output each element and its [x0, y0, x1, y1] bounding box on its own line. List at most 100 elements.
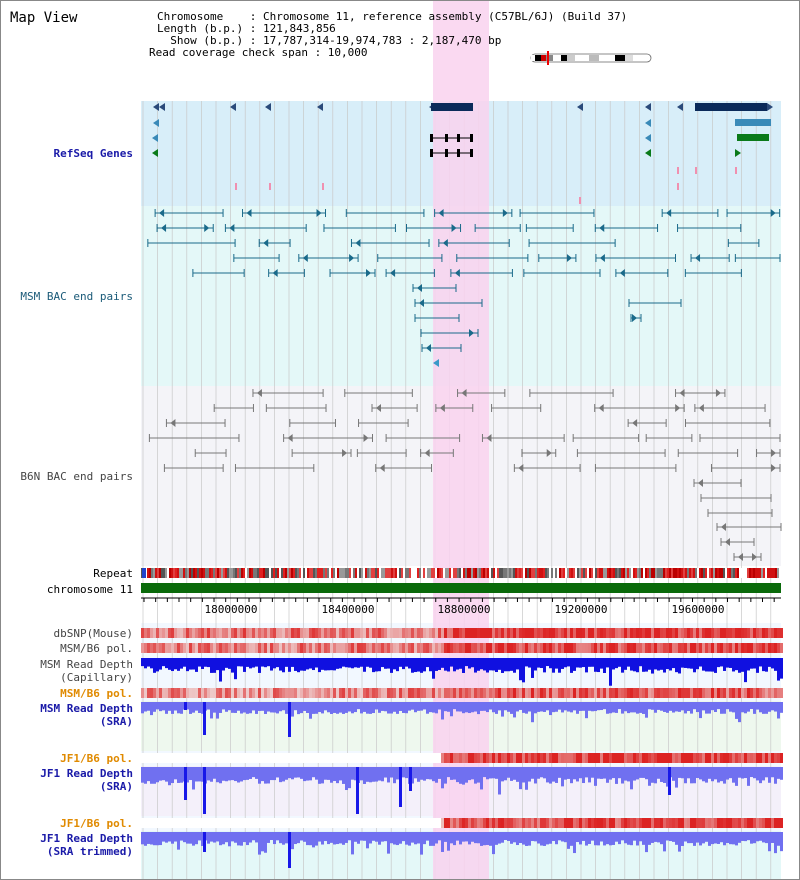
jf1-trim-depth: [393, 832, 396, 845]
msm-b6-pol-heat: [705, 643, 708, 653]
jf1-sra-depth: [150, 767, 153, 784]
msm-b6-pol-heat: [435, 643, 438, 653]
msm-sra-depth: [342, 702, 345, 714]
dbsnp-heat: [312, 628, 315, 638]
b6n-bac-pair: [379, 464, 385, 472]
dbsnp-heat: [339, 628, 342, 638]
msm-b6-pol-heat: [567, 643, 570, 653]
msm-sra-depth: [639, 702, 642, 713]
msm-capillary-depth: [507, 658, 510, 672]
jf1-sra-depth: [720, 767, 723, 782]
dbsnp-heat: [609, 628, 612, 638]
jf1-trim-depth: [360, 832, 363, 841]
jf1-b6-pol-heat: [693, 753, 696, 763]
msm-b6-pol-heat: [507, 643, 510, 653]
msm-sra-depth: [309, 702, 312, 719]
track-label-repeat: Repeat: [93, 567, 133, 580]
jf1-b6-pol-heat: [618, 753, 621, 763]
repeat-segment: [603, 568, 605, 578]
msm-sra-depth: [306, 702, 309, 714]
jf1-b6-pol-heat: [495, 753, 498, 763]
jf1-trim-depth: [372, 832, 375, 841]
repeat-segment: [513, 568, 515, 578]
repeat-segment: [419, 568, 421, 578]
jf1-sra-depth: [396, 767, 399, 780]
msm-b6-pol-heat: [660, 688, 663, 698]
repeat-segment: [233, 568, 235, 578]
track-label-b6n-bac[interactable]: B6N BAC end pairs: [20, 470, 133, 483]
msm-sra-depth: [507, 702, 510, 712]
msm-b6-pol-heat: [324, 643, 327, 653]
jf1-b6-pol-heat: [207, 818, 210, 828]
track-label-msm-bac[interactable]: MSM BAC end pairs: [20, 290, 133, 303]
jf1-b6-pol-heat: [711, 753, 714, 763]
jf1-b6-pol-heat: [324, 818, 327, 828]
repeat-segment: [527, 568, 529, 578]
jf1-b6-pol-heat: [504, 753, 507, 763]
jf1-trim-depth: [198, 832, 201, 841]
msm-capillary-depth: [213, 658, 216, 673]
jf1-b6-pol-heat: [642, 818, 645, 828]
jf1-b6-pol-heat: [621, 818, 624, 828]
repeat-segment: [705, 568, 707, 578]
msm-capillary-depth: [747, 658, 750, 671]
repeat-segment: [671, 568, 673, 578]
msm-capillary-depth: [738, 658, 741, 673]
jf1-b6-pol-heat: [270, 818, 273, 828]
dbsnp-heat: [567, 628, 570, 638]
msm-b6-pol-heat: [399, 643, 402, 653]
jf1-b6-pol-heat: [624, 818, 627, 828]
repeat-segment: [293, 568, 295, 578]
msm-b6-pol-heat: [291, 643, 294, 653]
dbsnp-heat: [246, 628, 249, 638]
msm-b6-pol-heat: [432, 643, 435, 653]
msm-sra-depth: [717, 702, 720, 710]
refseq-exon: [430, 149, 433, 157]
jf1-trim-depth: [252, 832, 255, 841]
jf1-b6-pol-heat: [237, 818, 240, 828]
msm-b6-pol-heat: [669, 643, 672, 653]
jf1-b6-pol-heat: [429, 753, 432, 763]
repeat-segment: [551, 568, 553, 578]
jf1-b6-pol-heat: [738, 818, 741, 828]
refseq-gene: [159, 103, 165, 111]
jf1-b6-pol-heat: [336, 753, 339, 763]
repeat-segment: [281, 568, 283, 578]
msm-capillary-depth: [570, 658, 573, 673]
jf1-b6-pol-heat: [729, 818, 732, 828]
jf1-b6-pol-heat: [168, 753, 171, 763]
jf1-b6-pol-heat: [756, 753, 759, 763]
jf1-b6-pol-heat: [555, 753, 558, 763]
msm-b6-pol-heat: [546, 643, 549, 653]
msm-capillary-depth: [624, 658, 627, 670]
track-label-refseq[interactable]: RefSeq Genes: [53, 147, 133, 160]
jf1-sra-depth: [594, 767, 597, 786]
msm-sra-depth: [444, 702, 447, 712]
jf1-b6-pol-heat: [450, 753, 453, 763]
msm-capillary-depth: [714, 658, 717, 673]
msm-b6-pol-heat: [219, 688, 222, 698]
msm-capillary-depth: [237, 658, 240, 667]
repeat-segment: [771, 568, 773, 578]
repeat-segment: [261, 568, 263, 578]
jf1-b6-pol-heat: [699, 753, 702, 763]
jf1-trim-depth: [426, 832, 429, 841]
msm-b6-pol-heat: [363, 643, 366, 653]
msm-b6-pol-heat: [249, 688, 252, 698]
msm-b6-pol-heat: [255, 643, 258, 653]
jf1-trim-depth: [390, 832, 393, 844]
repeat-segment: [243, 568, 245, 578]
jf1-sra-depth: [717, 767, 720, 783]
jf1-sra-depth: [702, 767, 705, 782]
jf1-b6-pol-heat: [213, 818, 216, 828]
jf1-b6-pol-heat: [393, 818, 396, 828]
msm-sra-depth: [672, 702, 675, 713]
jf1-trim-depth: [507, 832, 510, 841]
dbsnp-heat: [210, 628, 213, 638]
dbsnp-heat: [237, 628, 240, 638]
repeat-segment: [627, 568, 629, 578]
dbsnp-heat: [348, 628, 351, 638]
jf1-b6-pol-heat: [165, 753, 168, 763]
msm-sra-depth: [240, 702, 243, 714]
repeat-segment: [679, 568, 681, 578]
